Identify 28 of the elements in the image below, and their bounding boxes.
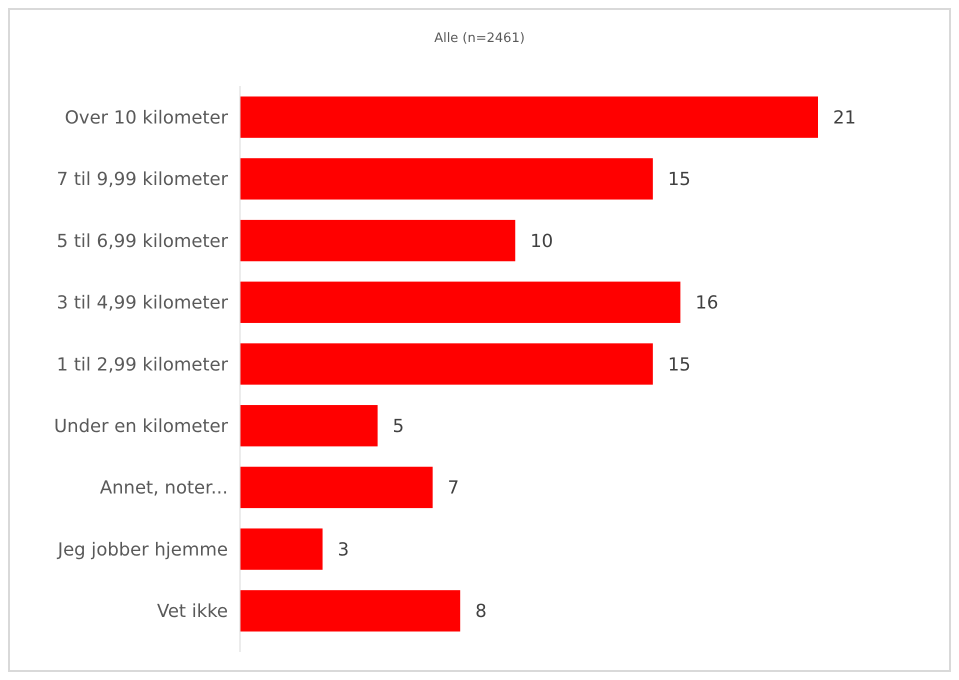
data-label: 7	[448, 478, 460, 499]
y-tick-label: Under en kilometer	[54, 416, 229, 438]
data-label: 10	[530, 230, 554, 252]
bar	[240, 282, 680, 323]
y-tick-label: 1 til 2,99 kilometer	[56, 354, 229, 376]
y-tick-label: Over 10 kilometer	[64, 107, 229, 128]
bar	[240, 466, 433, 508]
y-tick-label: 7 til 9,99 kilometer	[56, 169, 229, 190]
bar	[240, 590, 460, 632]
y-tick-label: Vet ikke	[156, 601, 228, 622]
y-tick-label: 3 til 4,99 kilometer	[56, 292, 229, 314]
chart-title: Alle (n=2461)	[434, 31, 525, 46]
y-tick-label: Jeg jobber hjemme	[56, 539, 228, 560]
bar	[240, 96, 818, 138]
y-tick-label: 5 til 6,99 kilometer	[56, 230, 229, 252]
data-label: 16	[695, 292, 718, 314]
bar	[240, 220, 516, 262]
data-label: 15	[668, 169, 691, 190]
bar	[240, 343, 653, 385]
y-tick-label: Annet, noter...	[100, 478, 228, 499]
bar	[240, 528, 323, 570]
data-label: 3	[338, 539, 350, 560]
data-label: 5	[392, 416, 404, 438]
bar	[240, 405, 378, 446]
data-label: 21	[833, 107, 856, 128]
data-label: 15	[668, 354, 691, 376]
data-label: 8	[475, 601, 487, 622]
bar	[240, 158, 653, 200]
